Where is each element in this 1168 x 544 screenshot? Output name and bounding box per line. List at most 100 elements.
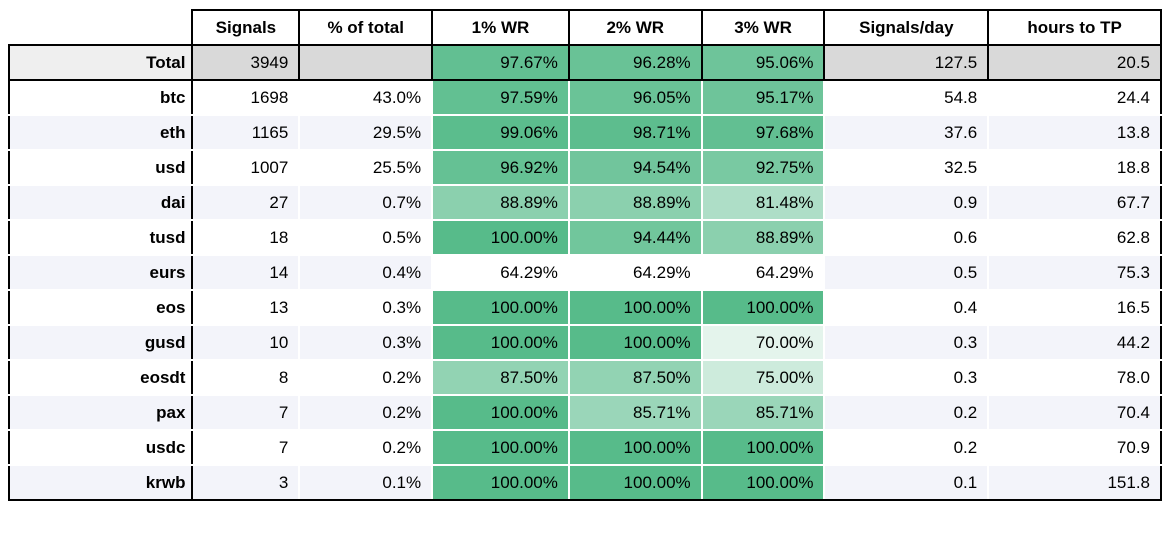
wr2-cell: 98.71%: [568, 115, 703, 151]
signals-winrate-table: Signals% of total 1% WR 2% WR 3% WR Signals/…: [7, 9, 1162, 501]
wr3-cell: 100.00%: [701, 430, 826, 466]
wr2-cell: 96.28%: [568, 44, 703, 81]
row-label: dai: [7, 185, 194, 221]
wr1-cell: 100.00%: [432, 220, 570, 256]
table-row-btc: btc 1698 43.0% 97.59% 96.05% 95.17% 54.8 24.4: [7, 80, 1162, 116]
row-label: eth: [7, 115, 194, 151]
wr3-cell: 70.00%: [701, 325, 826, 361]
signals-cell: 3949: [192, 44, 301, 81]
wr3-cell: 100.00%: [701, 465, 826, 501]
col-header-signals: Signals: [191, 9, 301, 46]
hours-to-tp-cell: 62.8: [988, 220, 1162, 256]
signals-cell: 3: [192, 465, 301, 501]
wr1-cell: 64.29%: [432, 255, 570, 291]
table-row-dai: dai 27 0.7% 88.89% 88.89% 81.48% 0.9 67.7: [7, 185, 1162, 221]
wr1-cell: 100.00%: [432, 395, 570, 431]
wr2-cell: 100.00%: [568, 290, 703, 326]
pct-of-total-cell: 0.2%: [299, 360, 434, 396]
row-label: gusd: [7, 325, 194, 361]
pct-of-total-cell: 0.1%: [299, 465, 434, 501]
signals-cell: 1165: [192, 115, 301, 151]
table-row-gusd: gusd 10 0.3% 100.00% 100.00% 70.00% 0.3 44.2: [7, 325, 1162, 361]
wr3-cell: 75.00%: [701, 360, 826, 396]
pct-of-total-cell: 0.3%: [299, 325, 434, 361]
pct-of-total-cell: 25.5%: [299, 150, 434, 186]
wr1-cell: 97.67%: [432, 44, 570, 81]
hours-to-tp-cell: 151.8: [988, 465, 1162, 501]
signals-cell: 7: [192, 395, 301, 431]
wr1-cell: 99.06%: [432, 115, 570, 151]
wr1-cell: 100.00%: [432, 325, 570, 361]
row-label: btc: [7, 80, 194, 116]
table-row-eurs: eurs 14 0.4% 64.29% 64.29% 64.29% 0.5 75.3: [7, 255, 1162, 291]
signals-cell: 1698: [192, 80, 301, 116]
signals-per-day-cell: 0.5: [824, 255, 990, 291]
wr2-cell: 100.00%: [568, 430, 703, 466]
row-label: eosdt: [7, 360, 194, 396]
row-label: usdc: [7, 430, 194, 466]
signals-per-day-cell: 32.5: [824, 150, 990, 186]
wr2-cell: 88.89%: [568, 185, 703, 221]
wr2-cell: 85.71%: [568, 395, 703, 431]
col-header-wr1: 1% WR: [431, 9, 570, 46]
wr3-cell: 81.48%: [701, 185, 826, 221]
wr2-cell: 94.44%: [568, 220, 703, 256]
table-row-eth: eth 1165 29.5% 99.06% 98.71% 97.68% 37.6 13.8: [7, 115, 1162, 151]
wr2-cell: 87.50%: [568, 360, 703, 396]
wr2-cell: 100.00%: [568, 325, 703, 361]
wr1-cell: 100.00%: [432, 430, 570, 466]
signals-per-day-cell: 127.5: [824, 44, 990, 81]
hours-to-tp-cell: 67.7: [988, 185, 1162, 221]
wr3-cell: 95.06%: [701, 44, 826, 81]
hours-to-tp-cell: 70.4: [988, 395, 1162, 431]
table-row-eos: eos 13 0.3% 100.00% 100.00% 100.00% 0.4 16.5: [7, 290, 1162, 326]
pct-of-total-cell: [299, 44, 434, 81]
signals-per-day-cell: 37.6: [824, 115, 990, 151]
wr1-cell: 96.92%: [432, 150, 570, 186]
hours-to-tp-cell: 18.8: [988, 150, 1162, 186]
row-label: tusd: [7, 220, 194, 256]
wr1-cell: 100.00%: [432, 465, 570, 501]
wr3-cell: 88.89%: [701, 220, 826, 256]
pct-of-total-cell: 0.3%: [299, 290, 434, 326]
table-row-tusd: tusd 18 0.5% 100.00% 94.44% 88.89% 0.6 62.8: [7, 220, 1162, 256]
wr2-cell: 100.00%: [568, 465, 703, 501]
signals-cell: 7: [192, 430, 301, 466]
signals-per-day-cell: 0.2: [824, 395, 990, 431]
signals-cell: 10: [192, 325, 301, 361]
wr2-cell: 94.54%: [568, 150, 703, 186]
col-header-signals-per-day: Signals/day: [823, 9, 990, 46]
signals-per-day-cell: 0.6: [824, 220, 990, 256]
hours-to-tp-cell: 13.8: [988, 115, 1162, 151]
row-label: eurs: [7, 255, 194, 291]
table-row-usd: usd 1007 25.5% 96.92% 94.54% 92.75% 32.5 18.8: [7, 150, 1162, 186]
row-label: usd: [7, 150, 194, 186]
total-row: Total 3949 97.67% 96.28% 95.06% 127.5 20.5: [7, 44, 1162, 81]
col-header-pct-of-total: % of total: [298, 9, 434, 46]
hours-to-tp-cell: 44.2: [988, 325, 1162, 361]
wr3-cell: 95.17%: [701, 80, 826, 116]
hours-to-tp-cell: 75.3: [988, 255, 1162, 291]
hours-to-tp-cell: 20.5: [988, 44, 1162, 81]
wr3-cell: 97.68%: [701, 115, 826, 151]
col-header-wr3: 3% WR: [700, 9, 826, 46]
table-row-eosdt: eosdt 8 0.2% 87.50% 87.50% 75.00% 0.3 78.0: [7, 360, 1162, 396]
signals-per-day-cell: 0.9: [824, 185, 990, 221]
table-row-krwb: krwb 3 0.1% 100.00% 100.00% 100.00% 0.1 151.8: [7, 465, 1162, 501]
wr1-cell: 88.89%: [432, 185, 570, 221]
row-label: Total: [7, 44, 194, 81]
signals-cell: 27: [192, 185, 301, 221]
table-wrapper: Signals% of total 1% WR 2% WR 3% WR Signals/…: [7, 9, 1162, 501]
wr1-cell: 87.50%: [432, 360, 570, 396]
wr1-cell: 97.59%: [432, 80, 570, 116]
signals-cell: 1007: [192, 150, 301, 186]
pct-of-total-cell: 29.5%: [299, 115, 434, 151]
pct-of-total-cell: 43.0%: [299, 80, 434, 116]
signals-per-day-cell: 0.4: [824, 290, 990, 326]
signals-per-day-cell: 0.2: [824, 430, 990, 466]
hours-to-tp-cell: 70.9: [988, 430, 1162, 466]
wr3-cell: 85.71%: [701, 395, 826, 431]
corner-cell: [9, 10, 193, 45]
wr3-cell: 92.75%: [701, 150, 826, 186]
table-header: Signals% of total 1% WR 2% WR 3% WR Signals/…: [9, 9, 1162, 46]
